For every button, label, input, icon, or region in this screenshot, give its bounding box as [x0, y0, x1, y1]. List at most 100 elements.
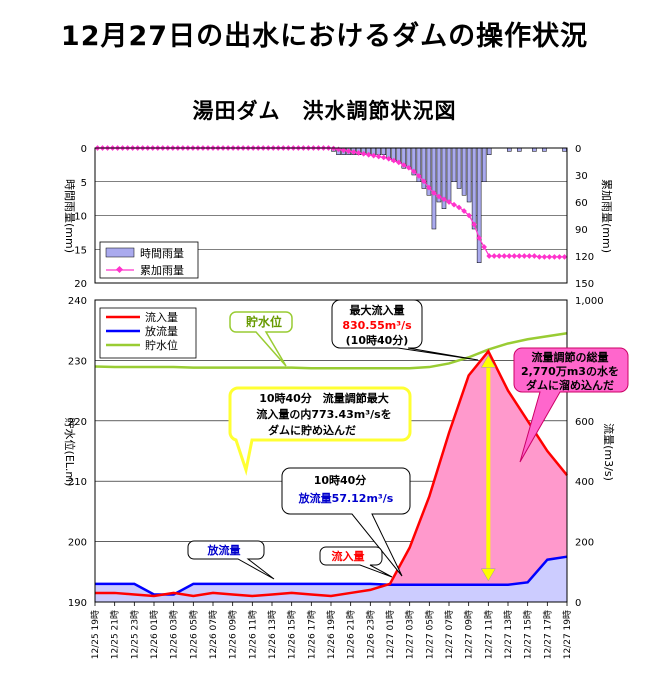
cum-rain-point [521, 253, 528, 259]
total-volume-callout: 流量調節の総量 2,770万m3の水を ダムに溜め込んだ [513, 347, 629, 463]
rain-bar [481, 147, 487, 182]
cum-rain-point [496, 253, 503, 259]
flow-tick-label: 0 [575, 598, 581, 609]
cum-rain-point [390, 157, 397, 164]
flow-tick-label: 400 [575, 477, 594, 488]
x-tick-label: 12/26 07時 [208, 610, 219, 659]
rain-grid [95, 181, 567, 250]
svg-text:放流量: 放流量 [207, 543, 241, 557]
x-axis-ticks: 12/25 19時 12/25 21時 12/25 23時 12/26 01時 12/2… [90, 602, 573, 659]
x-tick-label: 12/25 23時 [129, 610, 140, 659]
flow-areas [95, 351, 567, 602]
rain-bar [562, 147, 567, 152]
cum-rain-point [556, 254, 563, 260]
cum-rain-point [380, 154, 387, 161]
svg-text:流量調節の総量: 流量調節の総量 [532, 350, 609, 364]
cum-rain-point [486, 253, 492, 259]
rain-axis-ticks: 0 5 10 15 20 0 30 60 90 120 150 [74, 144, 594, 290]
outflow-callout: 10時40分 放流量57.12m³/s [281, 467, 411, 577]
cum-rain-point [536, 254, 543, 260]
inflow-label-callout: 流入量 [319, 546, 393, 578]
arrow-head-bottom [480, 568, 496, 582]
cum-rain-point [426, 184, 432, 191]
cum-rain-point [395, 159, 402, 166]
rain-right-tick-label: 30 [575, 171, 588, 182]
svg-text:流入量の内773.43m³/sを: 流入量の内773.43m³/sを [256, 407, 391, 421]
cum-rain-point [365, 151, 372, 158]
cum-rain-point [471, 221, 477, 228]
x-tick-label: 12/27 05時 [424, 610, 435, 659]
cum-rain-point [340, 147, 347, 154]
flow-axis-label: 流量(m3/s) [602, 423, 616, 481]
rain-bar [431, 147, 437, 230]
x-tick-label: 12/26 13時 [267, 610, 278, 659]
x-tick-label: 12/27 03時 [405, 610, 416, 659]
rain-right-axis-label: 累加雨量(mm) [600, 179, 613, 253]
flow-tick-label: 200 [575, 538, 594, 549]
arrow-head-top [480, 354, 496, 368]
cum-rain-point [491, 253, 498, 259]
outflow-label-callout: 放流量 [187, 540, 275, 580]
x-tick-label: 12/27 17時 [542, 610, 553, 659]
cum-rain-point [400, 162, 407, 168]
svg-text:ダムに溜め込んだ: ダムに溜め込んだ [526, 378, 614, 392]
level-tick-label: 190 [68, 598, 87, 609]
rain-legend: 時間雨量 累加雨量 [99, 241, 199, 279]
cum-rain-point [411, 168, 417, 175]
main-axis-ticks: 19020021022023024002004006008001,000 [68, 296, 604, 609]
rain-right-tick-label: 150 [575, 279, 594, 290]
cum-rain-point [451, 201, 457, 208]
cum-rain-point [416, 173, 422, 179]
cum-rain-point [476, 235, 482, 241]
cum-rain-point [360, 151, 367, 157]
cum-rain-point [526, 253, 533, 259]
outflow-area [95, 556, 567, 602]
chart-subtitle: 湯田ダム 洪水調節状況図 [192, 99, 457, 123]
cum-rain-point [355, 150, 362, 156]
x-tick-label: 12/26 11時 [247, 610, 258, 659]
x-tick-label: 12/27 01時 [385, 610, 396, 659]
water-level-axis-label: 貯水位(EL.m) [63, 418, 77, 487]
rain-bar [396, 147, 402, 162]
flow-tick-label: 600 [575, 417, 594, 428]
level-tick-label: 210 [68, 477, 87, 488]
level-tick-label: 220 [68, 417, 87, 428]
inflow-line [95, 349, 568, 598]
cum-rain-point [375, 153, 382, 160]
legend-label-cum-rain: 累加雨量 [140, 264, 184, 277]
x-tick-label: 12/26 23時 [365, 610, 376, 659]
svg-text:2,770万m3の水を: 2,770万m3の水を [521, 364, 619, 378]
rain-bar [542, 147, 547, 152]
level-tick-label: 230 [68, 356, 87, 367]
cum-rain-point [385, 155, 392, 162]
inflow-area [95, 351, 567, 602]
x-tick-label: 12/25 21時 [110, 610, 121, 659]
rain-bar [466, 147, 472, 203]
x-tick-label: 12/26 17時 [306, 610, 317, 659]
flow-tick-label: 1,000 [575, 296, 604, 307]
cum-rain-point [501, 253, 508, 259]
legend-label-inflow: 流入量 [145, 310, 178, 324]
x-tick-label: 12/27 11時 [483, 610, 494, 659]
outflow-line [95, 555, 568, 596]
legend-swatch-rain-bar [105, 247, 135, 258]
rain-bar [506, 147, 512, 152]
cum-rain-point [456, 204, 462, 211]
x-tick-label: 12/27 15時 [523, 610, 534, 659]
x-tick-label: 12/27 09時 [464, 610, 475, 659]
svg-text:10時40分 流量調節最大: 10時40分 流量調節最大 [259, 391, 389, 405]
rain-bar [532, 147, 537, 152]
cum-rain-point [406, 164, 412, 171]
cum-rain-point [546, 254, 553, 260]
cum-rain-point [436, 193, 442, 200]
level-tick-label: 200 [68, 538, 87, 549]
cum-rain-point [446, 199, 452, 205]
cum-rain-point [466, 212, 472, 219]
cumulative-rain-series [94, 145, 568, 260]
cum-rain-point [441, 196, 447, 203]
cum-rain-point [531, 253, 538, 259]
yellow-callout: 10時40分 流量調節最大 流入量の内773.43m³/sを ダムに貯め込んだ [228, 386, 412, 476]
legend-label-hourly-rain: 時間雨量 [140, 247, 184, 260]
cum-rain-point [516, 253, 523, 259]
svg-text:(10時40分): (10時40分) [346, 333, 409, 347]
